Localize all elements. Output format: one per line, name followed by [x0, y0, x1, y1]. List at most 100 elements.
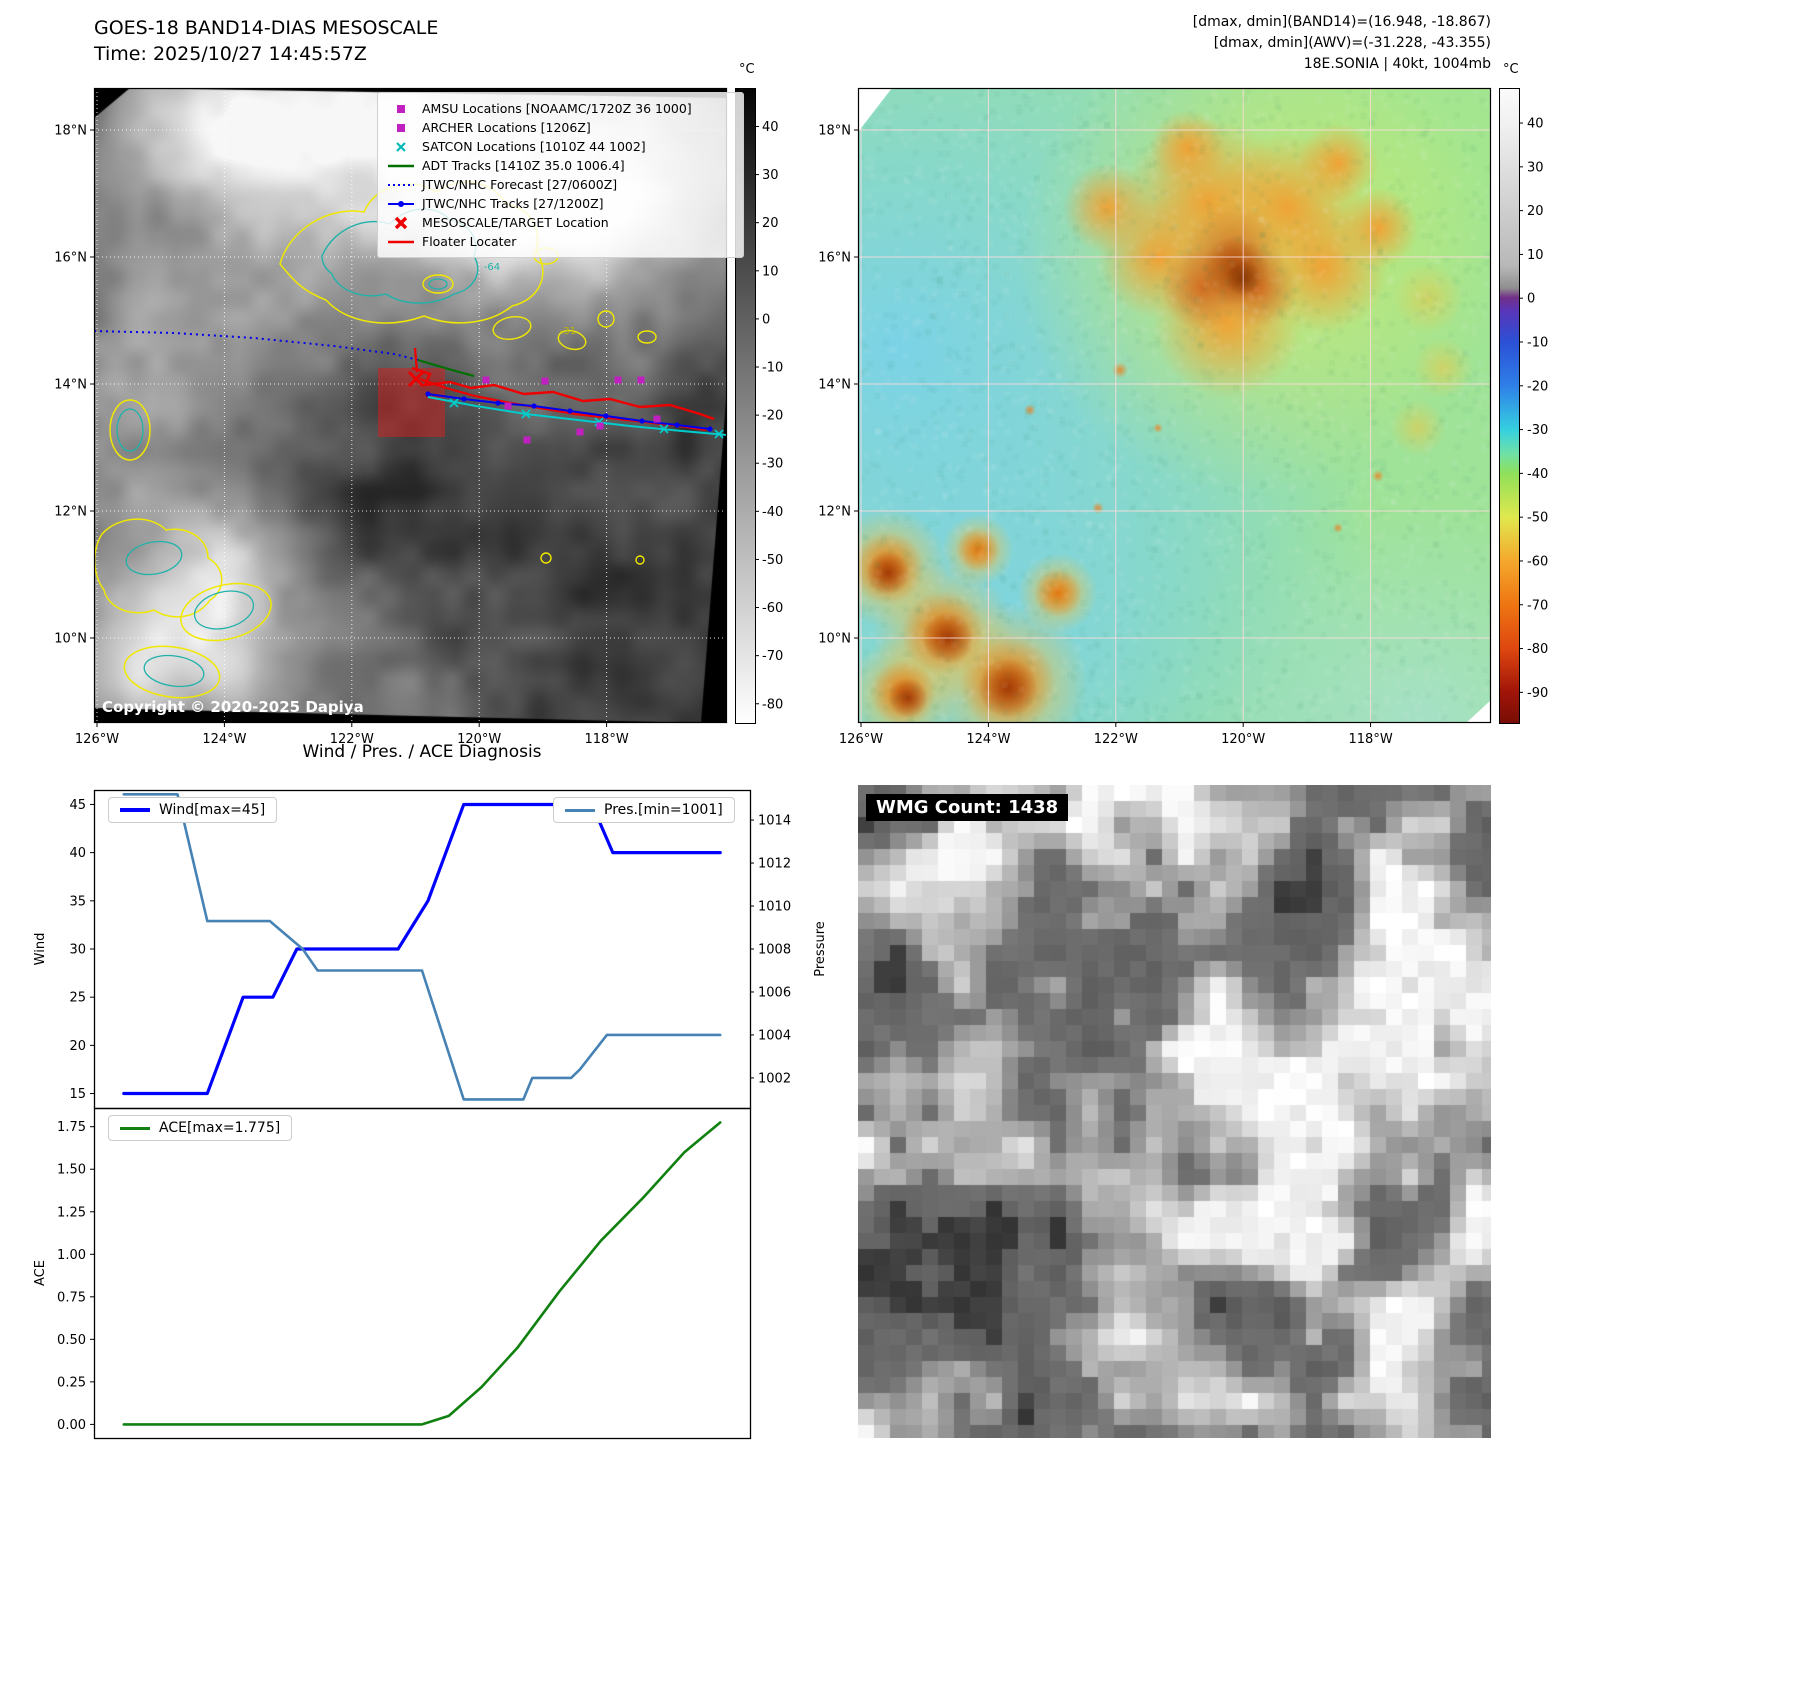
- legend-item: AMSU Locations [NOAAMC/1720Z 36 1000]: [386, 99, 735, 118]
- y2-tick-label: 1002: [758, 1071, 791, 1086]
- awv-colorbar: [1499, 88, 1519, 723]
- wmg-count-badge: WMG Count: 1438: [866, 794, 1069, 821]
- legend-item: ARCHER Locations [1206Z]: [386, 118, 735, 137]
- y-tick-label: 15: [69, 1087, 86, 1102]
- legend-label: JTWC/NHC Tracks [27/1200Z]: [422, 196, 604, 211]
- dotted-line-marker-icon: [386, 177, 416, 193]
- legend-item: JTWC/NHC Forecast [27/0600Z]: [386, 175, 735, 194]
- colorbar-tick-label: 40: [1527, 117, 1544, 132]
- lat-tick-label: 18°N: [54, 124, 87, 139]
- series-line: [122, 792, 722, 1101]
- ace-series-legend: ACE[max=1.775]: [108, 1115, 293, 1141]
- wmg-pixel-image: [858, 785, 1491, 1438]
- pressure-series-legend: Pres.[min=1001]: [553, 797, 735, 823]
- y-tick-label: 35: [69, 894, 86, 909]
- x-marker-icon: [386, 139, 416, 155]
- y-tick-label: 30: [69, 943, 86, 958]
- lon-tick-label: 122°W: [1094, 732, 1138, 747]
- legend-label: SATCON Locations [1010Z 44 1002]: [422, 139, 646, 154]
- lat-tick-label: 18°N: [818, 124, 851, 139]
- legend-label: AMSU Locations [NOAAMC/1720Z 36 1000]: [422, 101, 692, 116]
- chart-border: [93, 789, 752, 1110]
- colorbar-tick-label: 10: [762, 264, 779, 279]
- legend-label: MESOSCALE/TARGET Location: [422, 215, 609, 230]
- colorbar-tick-label: -90: [1527, 686, 1548, 701]
- y2-tick-label: 1006: [758, 985, 791, 1000]
- y2-tick-label: 1010: [758, 900, 791, 915]
- goes-time-subtitle: Time: 2025/10/27 14:45:57Z: [94, 42, 367, 65]
- storm-id-intensity: 18E.SONIA | 40kt, 1004mb: [1303, 56, 1491, 72]
- panel-title-block: GOES-18 BAND14-DIAS MESOSCALE Time: 2025…: [94, 16, 438, 67]
- legend-item: MESOSCALE/TARGET Location: [386, 213, 735, 232]
- lon-tick-label: 120°W: [1221, 732, 1265, 747]
- lat-tick-label: 14°N: [54, 378, 87, 393]
- ace-axis-label: ACE: [33, 1260, 48, 1286]
- y2-tick-label: 1014: [758, 814, 791, 829]
- chart-border: [93, 1107, 752, 1440]
- ace-legend-label: ACE[max=1.775]: [159, 1120, 281, 1136]
- lat-tick-label: 16°N: [54, 251, 87, 266]
- line-dot-marker-icon: [386, 196, 416, 212]
- square-marker-icon: [386, 101, 416, 117]
- lat-tick-label: 12°N: [818, 505, 851, 520]
- awv-header-block: [dmax, dmin](BAND14)=(16.948, -18.867) […: [900, 12, 1491, 75]
- colorbar-tick-label: -70: [1527, 598, 1548, 613]
- y-tick-label: 40: [69, 846, 86, 861]
- colorbar-tick-label: -70: [762, 649, 783, 664]
- lon-tick-label: 126°W: [839, 732, 883, 747]
- colorbar-tick-label: 20: [1527, 204, 1544, 219]
- colorbar-tick-label: 20: [762, 216, 779, 231]
- wind-axis-label: Wind: [33, 933, 48, 966]
- lon-tick-label: 124°W: [966, 732, 1010, 747]
- lat-tick-label: 10°N: [818, 632, 851, 647]
- awv-color-satellite-image: [858, 88, 1491, 723]
- colorbar-tick-label: -30: [1527, 423, 1548, 438]
- y-tick-label: 0.25: [57, 1375, 86, 1390]
- map-legend: AMSU Locations [NOAAMC/1720Z 36 1000] ARC…: [377, 92, 744, 258]
- y-tick-label: 20: [69, 1039, 86, 1054]
- colorbar-tick-label: -10: [762, 361, 783, 376]
- colorbar-tick-label: 30: [762, 168, 779, 183]
- square-marker-icon: [386, 120, 416, 136]
- colorbar-tick-label: -20: [1527, 379, 1548, 394]
- pressure-axis-label: Pressure: [813, 921, 828, 977]
- legend-label: Floater Locater: [422, 234, 517, 249]
- colorbar-tick-label: -80: [762, 697, 783, 712]
- awv-colorbar-unit: °C: [1503, 62, 1519, 77]
- colorbar-tick-label: 30: [1527, 160, 1544, 175]
- legend-item: SATCON Locations [1010Z 44 1002]: [386, 137, 735, 156]
- pressure-legend-label: Pres.[min=1001]: [604, 802, 723, 818]
- y-tick-label: 0.00: [57, 1418, 86, 1433]
- ace-chart: 0.00 0.25 0.50 0.75 1.00 1.25 1.50 1.75: [57, 1107, 752, 1440]
- colorbar-tick-label: -40: [762, 505, 783, 520]
- colorbar-tick-label: -80: [1527, 642, 1548, 657]
- lat-tick-label: 10°N: [54, 632, 87, 647]
- lat-tick-label: 14°N: [818, 378, 851, 393]
- series-line: [122, 1121, 722, 1426]
- colorbar-tick-label: -20: [762, 409, 783, 424]
- colorbar-tick-label: 0: [1527, 292, 1535, 307]
- legend-label: JTWC/NHC Forecast [27/0600Z]: [422, 177, 618, 192]
- y-tick-label: 1.00: [57, 1248, 86, 1263]
- series-line: [122, 802, 722, 1096]
- y-tick-label: 1.25: [57, 1205, 86, 1220]
- colorbar-tick-label: -10: [1527, 336, 1548, 351]
- ir-colorbar-unit: °C: [739, 62, 755, 77]
- lon-tick-label: 118°W: [1349, 732, 1393, 747]
- colorbar-tick-label: -30: [762, 457, 783, 472]
- legend-item: Floater Locater: [386, 232, 735, 251]
- dmax-dmin-awv: [dmax, dmin](AWV)=(-31.228, -43.355): [1213, 35, 1491, 51]
- y-tick-label: 1.50: [57, 1163, 86, 1178]
- colorbar-tick-label: 10: [1527, 248, 1544, 263]
- line-marker-icon: [386, 158, 416, 174]
- y-tick-label: 0.75: [57, 1290, 86, 1305]
- legend-label: ARCHER Locations [1206Z]: [422, 120, 591, 135]
- dmax-dmin-band14: [dmax, dmin](BAND14)=(16.948, -18.867): [1192, 14, 1491, 30]
- y-tick-label: 1.75: [57, 1120, 86, 1135]
- y2-tick-label: 1012: [758, 857, 791, 872]
- lat-tick-label: 12°N: [54, 505, 87, 520]
- copyright-text: Copyright © 2020-2025 Dapiya: [102, 698, 364, 716]
- y2-tick-label: 1008: [758, 943, 791, 958]
- ace-line-sample-icon: [120, 1126, 150, 1130]
- y-tick-label: 0.50: [57, 1333, 86, 1348]
